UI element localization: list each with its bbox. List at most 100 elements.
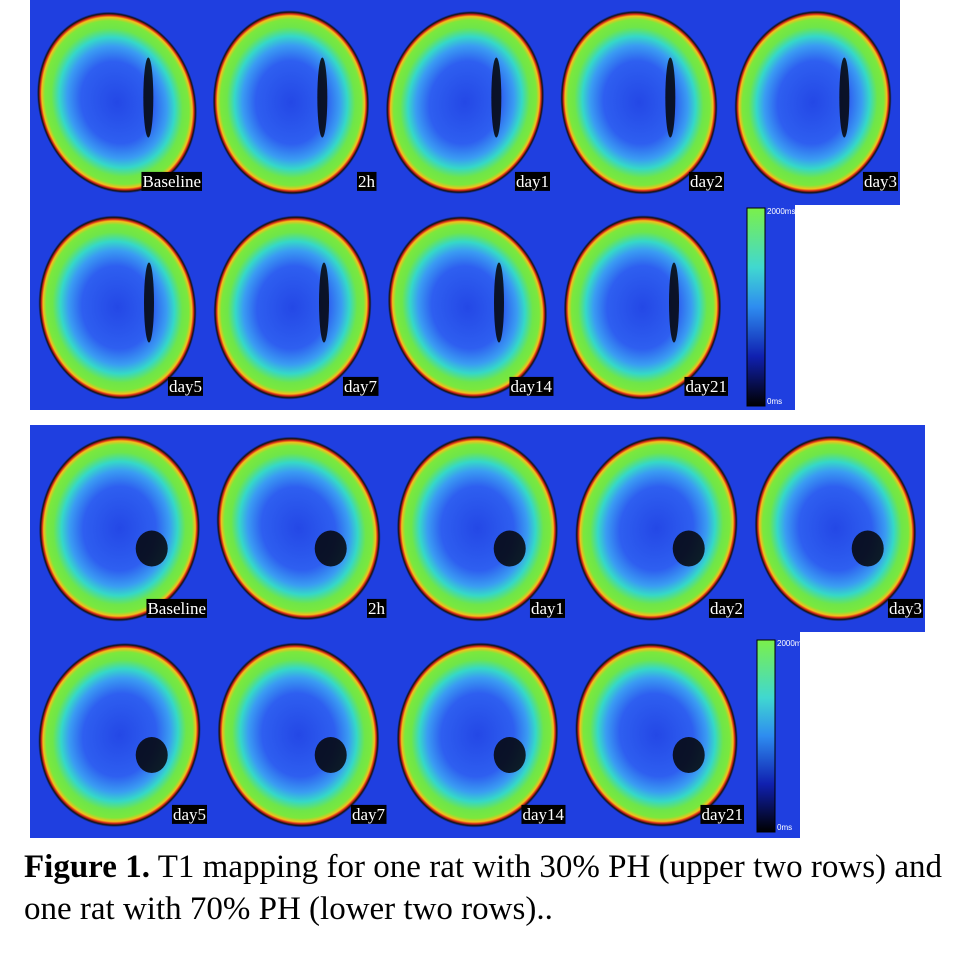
mri-slice: day1 bbox=[385, 11, 550, 194]
mri-slice: day21 bbox=[575, 643, 744, 827]
mri-slice: day21 bbox=[563, 215, 728, 400]
colorbar bbox=[756, 639, 776, 833]
slice-label: day7 bbox=[344, 377, 378, 396]
mri-slice: day3 bbox=[734, 10, 898, 195]
slice-ring bbox=[38, 435, 201, 622]
slice-ring bbox=[563, 215, 722, 400]
slice-label: day21 bbox=[685, 377, 727, 396]
label-background bbox=[684, 376, 728, 396]
slice-ring bbox=[387, 216, 548, 399]
slice-label: day2 bbox=[690, 172, 723, 191]
slice-ring bbox=[754, 435, 917, 622]
label-background bbox=[688, 171, 724, 191]
label-background bbox=[171, 804, 207, 824]
slice-lesion bbox=[669, 262, 679, 343]
slice-ring bbox=[734, 10, 892, 195]
slice-lesion bbox=[144, 262, 154, 343]
slice-ring bbox=[396, 435, 559, 622]
caption-label: Figure 1. bbox=[24, 849, 150, 885]
mri-slice: Baseline bbox=[38, 435, 207, 622]
mri-slice: day14 bbox=[396, 642, 566, 828]
slice-lesion bbox=[317, 57, 328, 138]
mri-slice: day3 bbox=[754, 435, 923, 622]
slice-ring bbox=[36, 11, 198, 194]
slice-ring bbox=[212, 10, 370, 195]
slice-label: day7 bbox=[352, 805, 386, 824]
slice-lesion bbox=[494, 262, 504, 343]
slice-lesion bbox=[135, 737, 168, 773]
slice-lesion bbox=[672, 737, 705, 773]
slice-label: day14 bbox=[522, 805, 564, 824]
slice-ring bbox=[396, 642, 559, 828]
colorbar-max: 2000ms bbox=[777, 639, 805, 648]
slice-ring bbox=[38, 642, 201, 828]
slice-label: Baseline bbox=[142, 172, 201, 191]
slice-lesion bbox=[314, 530, 347, 567]
slice-ring bbox=[560, 10, 718, 195]
mri-slice: day7 bbox=[217, 642, 387, 828]
slice-label: day3 bbox=[889, 599, 922, 618]
slice-label: 2h bbox=[358, 172, 376, 191]
caption-text: T1 mapping for one rat with 30% PH (uppe… bbox=[24, 849, 943, 927]
slice-ring bbox=[213, 215, 372, 400]
figure: Baseline 2h day1 day2 day3 day5 day7 day14 day21… bbox=[30, 0, 925, 838]
label-background bbox=[167, 376, 203, 396]
slice-lesion bbox=[493, 530, 526, 567]
label-background bbox=[529, 598, 565, 618]
label-background bbox=[367, 598, 387, 618]
colorbar bbox=[746, 207, 766, 407]
colorbar-min: 0ms bbox=[767, 397, 782, 406]
mri-slice: day2 bbox=[560, 10, 724, 195]
label-background bbox=[146, 598, 207, 618]
mri-slice: day5 bbox=[38, 215, 203, 400]
label-background bbox=[509, 376, 554, 396]
slice-ring bbox=[575, 436, 738, 621]
mri-slice: Baseline bbox=[36, 11, 202, 194]
colorbar-min: 0ms bbox=[777, 823, 792, 832]
slice-label: day21 bbox=[701, 805, 743, 824]
mri-slice: day2 bbox=[575, 436, 744, 621]
slice-ring bbox=[575, 643, 738, 827]
label-background bbox=[521, 804, 566, 824]
mri-slice: day1 bbox=[396, 435, 565, 622]
slice-ring bbox=[385, 11, 545, 194]
slice-label: 2h bbox=[368, 599, 386, 618]
slice-lesion bbox=[314, 737, 347, 773]
slice-ring bbox=[217, 642, 380, 828]
label-background bbox=[357, 171, 377, 191]
slice-label: Baseline bbox=[147, 599, 206, 618]
label-background bbox=[350, 804, 387, 824]
slice-lesion bbox=[135, 530, 168, 567]
mri-slice: 2h bbox=[212, 10, 377, 195]
slice-ring bbox=[38, 215, 197, 400]
slice-lesion bbox=[491, 57, 502, 138]
caption: Figure 1. T1 mapping for one rat with 30… bbox=[24, 846, 942, 930]
label-background bbox=[862, 171, 898, 191]
slice-lesion bbox=[143, 57, 154, 138]
slice-ring bbox=[216, 436, 381, 621]
slice-lesion bbox=[319, 262, 329, 343]
slice-lesion bbox=[665, 57, 676, 138]
label-background bbox=[342, 376, 379, 396]
slice-label: day1 bbox=[531, 599, 564, 618]
slice-label: day2 bbox=[710, 599, 743, 618]
label-background bbox=[514, 171, 550, 191]
label-background bbox=[708, 598, 744, 618]
mri-slice: day7 bbox=[213, 215, 379, 400]
slice-lesion bbox=[839, 57, 850, 138]
slice-label: day1 bbox=[516, 172, 549, 191]
colorbar-max: 2000ms bbox=[767, 207, 795, 216]
slice-label: day3 bbox=[864, 172, 897, 191]
slice-lesion bbox=[672, 530, 705, 567]
label-background bbox=[141, 171, 202, 191]
label-background bbox=[887, 598, 923, 618]
slice-lesion bbox=[851, 530, 884, 567]
slice-lesion bbox=[493, 737, 526, 773]
slice-label: day14 bbox=[510, 377, 552, 396]
slice-label: day5 bbox=[169, 377, 202, 396]
mri-slice: 2h bbox=[216, 436, 387, 621]
mri-slice: day5 bbox=[38, 642, 207, 828]
mri-slice: day14 bbox=[387, 216, 554, 399]
label-background bbox=[700, 804, 744, 824]
